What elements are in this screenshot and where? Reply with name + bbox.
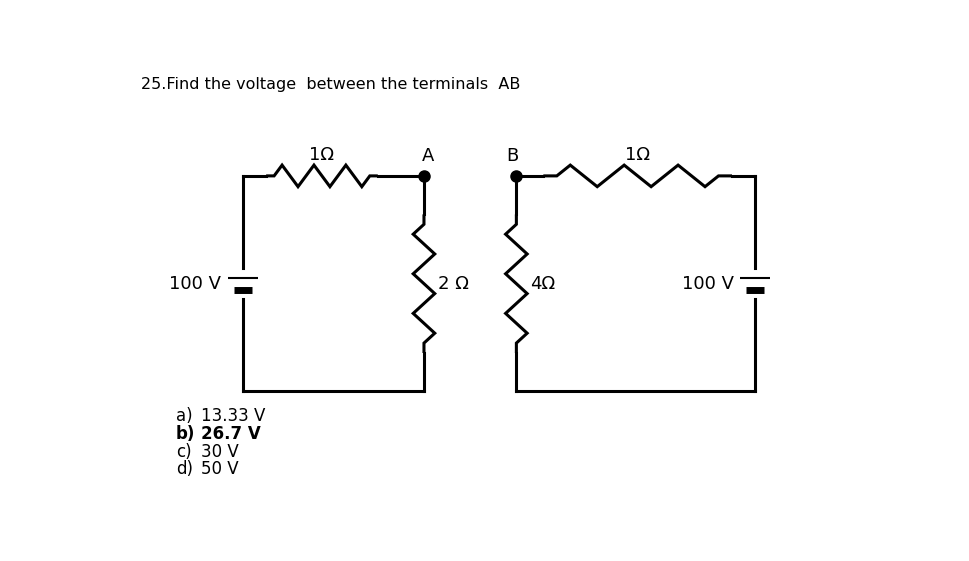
Text: 1Ω: 1Ω: [309, 146, 334, 164]
Text: A: A: [422, 147, 433, 165]
Text: c): c): [175, 443, 192, 461]
Text: 100 V: 100 V: [681, 275, 733, 293]
Text: 13.33 V: 13.33 V: [201, 407, 265, 425]
Text: 2 Ω: 2 Ω: [437, 275, 468, 293]
Text: 50 V: 50 V: [201, 460, 238, 479]
Text: 26.7 V: 26.7 V: [201, 425, 260, 443]
Text: 1Ω: 1Ω: [624, 146, 649, 164]
Text: B: B: [506, 147, 518, 165]
Text: 30 V: 30 V: [201, 443, 238, 461]
Text: a): a): [175, 407, 193, 425]
Text: 25.Find the voltage  between the terminals  AB: 25.Find the voltage between the terminal…: [141, 77, 519, 93]
Text: d): d): [175, 460, 193, 479]
Text: b): b): [175, 425, 195, 443]
Text: 4Ω: 4Ω: [530, 275, 555, 293]
Text: 100 V: 100 V: [170, 275, 221, 293]
